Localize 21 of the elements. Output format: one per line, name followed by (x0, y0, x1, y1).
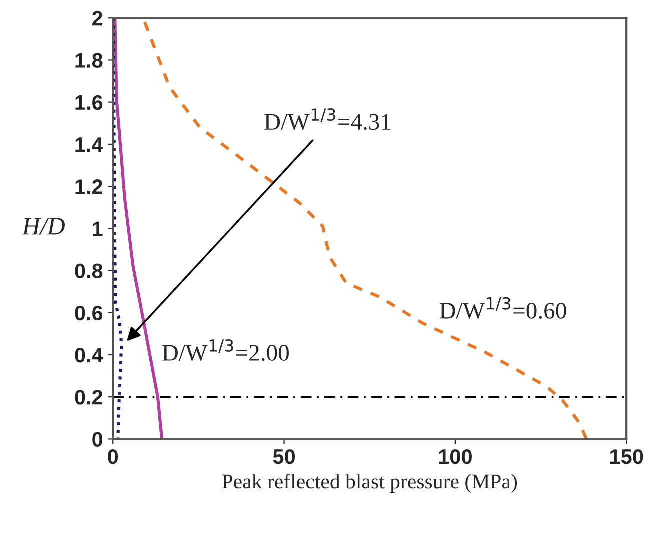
line-series (143, 20, 588, 440)
x-tick-label: 50 (273, 449, 295, 464)
y-tick-label: 1.2 (76, 180, 103, 194)
y-tick-label: 0.2 (75, 390, 103, 405)
y-tick-label: 0.8 (75, 264, 103, 279)
y-tick-label: 1.8 (76, 53, 103, 68)
y-tick-label: 0.6 (75, 306, 103, 321)
annotation: D/W$^{1/3}$=0.60 (440, 297, 566, 319)
x-axis-title: Peak reflected blast pressure (MPa) (222, 474, 518, 493)
y-tick-label: 1.4 (76, 138, 104, 152)
x-tick-label: 0 (108, 449, 118, 464)
x-tick-label: 100 (439, 449, 472, 464)
annotation: D/W$^{1/3}$=4.31 (264, 108, 391, 130)
y-tick-label: 1.6 (76, 95, 103, 110)
x-tick-label: 150 (610, 449, 644, 464)
y-tick-label: 2 (92, 11, 103, 26)
y-tick-label: 1 (93, 222, 103, 236)
y-axis-title: H/D (22, 218, 66, 235)
annotation: D/W$^{1/3}$=2.00 (162, 339, 289, 362)
y-tick-label: 0 (92, 432, 103, 447)
y-tick-label: 0.4 (75, 348, 104, 363)
